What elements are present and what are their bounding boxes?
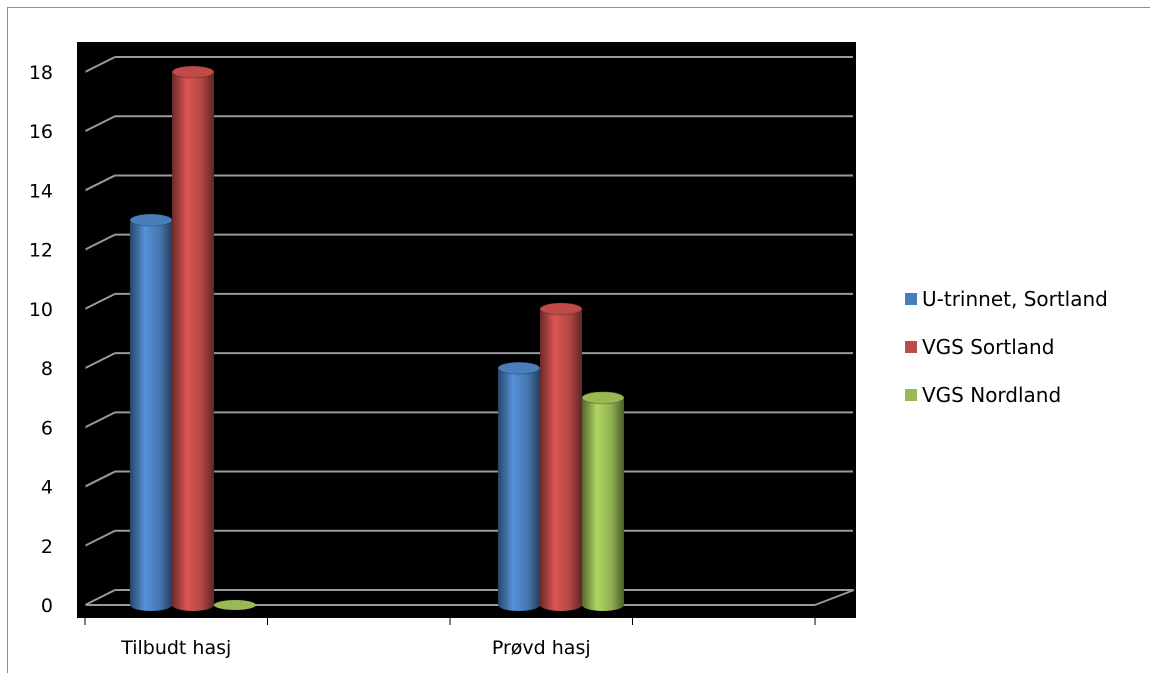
gridline-side xyxy=(84,174,116,192)
y-tick-label: 10 xyxy=(29,299,53,321)
gridline-side xyxy=(84,292,116,310)
legend-swatch xyxy=(905,389,917,401)
y-tick-label: 0 xyxy=(41,595,53,617)
bar-body xyxy=(172,72,214,611)
x-category-label: Tilbudt hasj xyxy=(120,637,231,659)
gridline-side xyxy=(84,411,116,429)
gridline-side xyxy=(84,352,116,370)
y-tick-label: 8 xyxy=(41,358,53,380)
bar-body xyxy=(540,308,582,611)
legend-item: U-trinnet, Sortland xyxy=(905,287,1108,311)
y-tick-label: 18 xyxy=(29,62,53,84)
bar xyxy=(581,391,625,611)
x-category-label: Prøvd hasj xyxy=(492,637,591,659)
bar xyxy=(497,361,541,611)
bar xyxy=(214,600,256,610)
bar-top xyxy=(497,361,541,375)
bar-zero-disc xyxy=(214,600,256,610)
bar-top xyxy=(129,213,173,227)
legend-swatch xyxy=(905,293,917,305)
legend-label: VGS Sortland xyxy=(922,335,1054,359)
bar-top xyxy=(581,391,625,405)
gridline-side xyxy=(84,56,116,73)
gridline-side xyxy=(84,115,116,133)
y-tick-label: 2 xyxy=(41,536,53,558)
bar xyxy=(171,65,215,611)
gridline-side xyxy=(84,529,116,547)
legend-label: VGS Nordland xyxy=(922,383,1061,407)
gridline-side xyxy=(84,233,116,251)
bar-body xyxy=(498,368,540,611)
bar xyxy=(539,302,583,611)
y-tick-label: 6 xyxy=(41,417,53,439)
legend-item: VGS Sortland xyxy=(905,335,1054,359)
y-tick-label: 14 xyxy=(29,180,53,202)
gridline-side xyxy=(84,470,116,488)
y-tick-label: 16 xyxy=(29,121,53,143)
legend-label: U-trinnet, Sortland xyxy=(922,287,1108,311)
gridline-side xyxy=(84,589,116,606)
bar-body xyxy=(130,220,172,612)
floor-edge-diagonal xyxy=(814,589,855,606)
y-tick-label: 4 xyxy=(41,477,53,499)
bar-top xyxy=(171,65,215,79)
bar-top xyxy=(539,302,583,316)
legend-item: VGS Nordland xyxy=(905,383,1061,407)
bar-body xyxy=(582,397,624,611)
bar xyxy=(129,213,173,612)
y-tick-label: 12 xyxy=(29,240,53,262)
legend-swatch xyxy=(905,341,917,353)
